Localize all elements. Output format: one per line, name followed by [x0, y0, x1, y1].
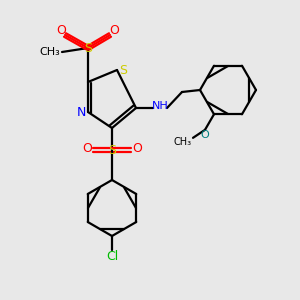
Text: CH₃: CH₃: [40, 47, 60, 57]
Text: CH₃: CH₃: [174, 137, 192, 147]
Text: S: S: [108, 143, 116, 157]
Text: O: O: [109, 23, 119, 37]
Text: O: O: [82, 142, 92, 155]
Text: O: O: [56, 23, 66, 37]
Text: S: S: [119, 64, 127, 76]
Text: O: O: [132, 142, 142, 155]
Text: S: S: [84, 41, 92, 55]
Text: NH: NH: [152, 101, 168, 111]
Text: N: N: [76, 106, 86, 118]
Text: O: O: [201, 130, 209, 140]
Text: Cl: Cl: [106, 250, 118, 263]
